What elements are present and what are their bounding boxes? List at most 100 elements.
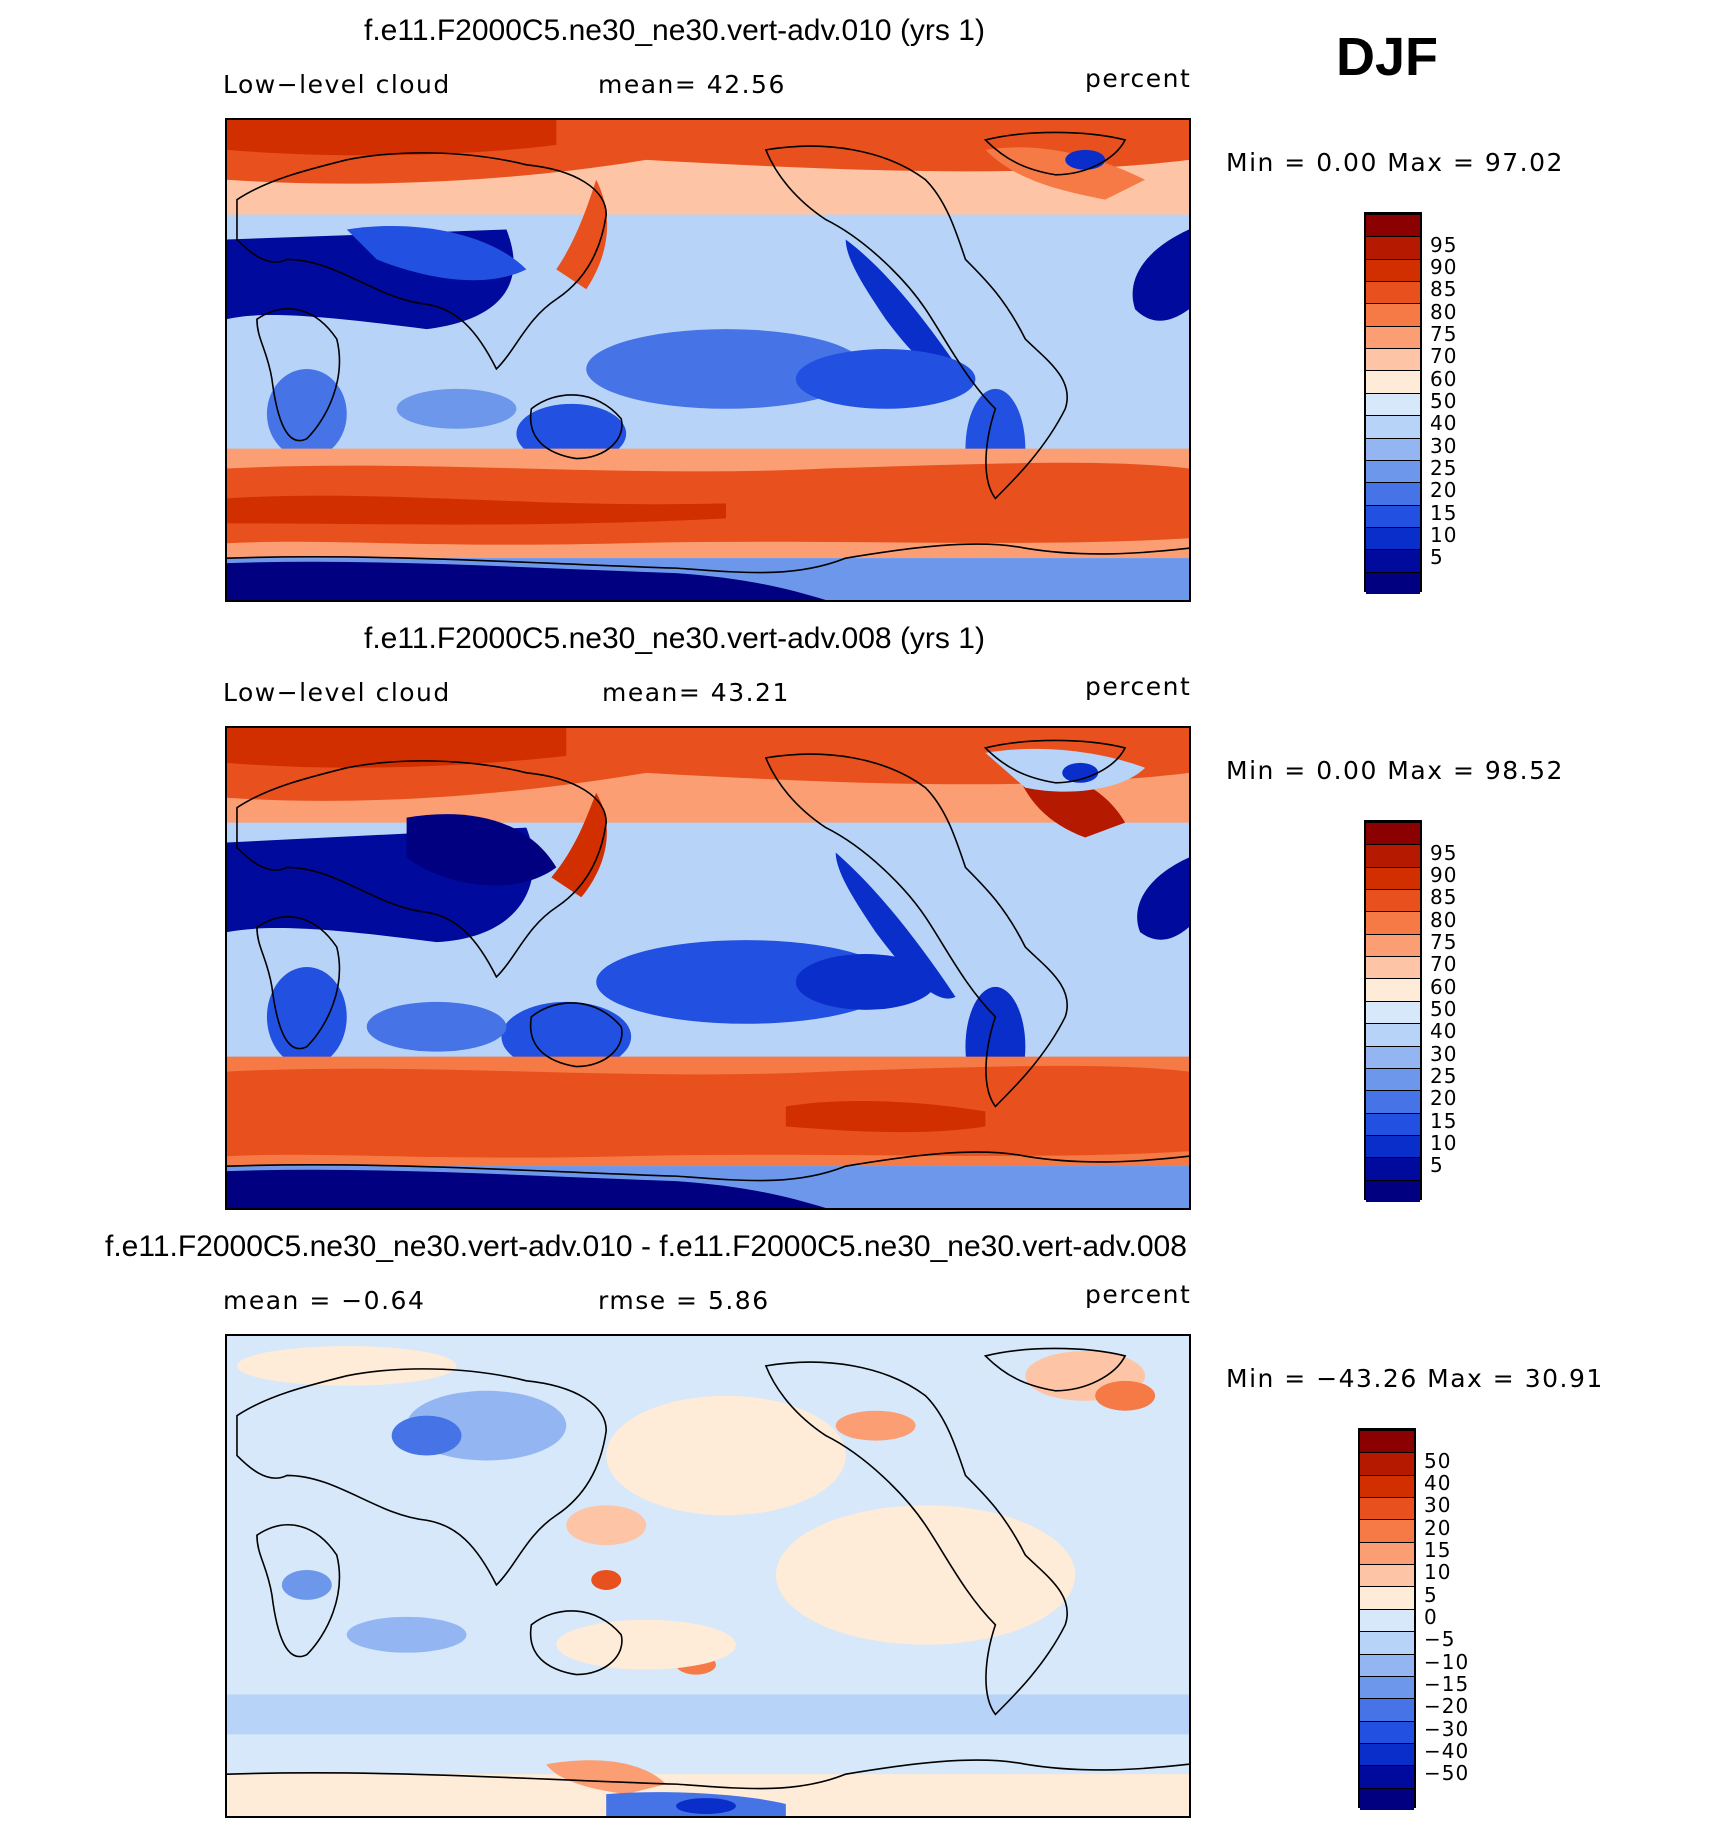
colorbar-tick-label: 5 xyxy=(1430,545,1444,570)
colorbar-swatch xyxy=(1360,1631,1414,1654)
colorbar-tick-label: 10 xyxy=(1430,1131,1458,1156)
colorbar-swatch xyxy=(1366,866,1420,890)
panel3-colorbar xyxy=(1358,1428,1416,1810)
colorbar-swatch xyxy=(1360,1541,1414,1565)
colorbar-swatch xyxy=(1366,392,1420,416)
colorbar-tick-label: −30 xyxy=(1424,1716,1470,1741)
colorbar-tick-label: 80 xyxy=(1430,299,1458,324)
colorbar-swatch xyxy=(1366,549,1420,572)
colorbar-swatch xyxy=(1360,1675,1414,1699)
colorbar-swatch xyxy=(1366,526,1420,550)
colorbar-tick-label: 40 xyxy=(1430,411,1458,436)
colorbar-tick-label: 50 xyxy=(1430,997,1458,1021)
panel1-minmax: Min = 0.00 Max = 97.02 xyxy=(1226,148,1564,177)
colorbar-tick-label: −20 xyxy=(1424,1694,1470,1719)
panel2-title: f.e11.F2000C5.ne30_ne30.vert-adv.008 (yr… xyxy=(364,622,985,655)
colorbar-swatch xyxy=(1360,1742,1414,1766)
colorbar-tick-label: 60 xyxy=(1430,366,1458,391)
colorbar-swatch xyxy=(1360,1519,1414,1542)
colorbar-swatch xyxy=(1366,956,1420,979)
colorbar-swatch xyxy=(1360,1787,1414,1810)
colorbar-swatch xyxy=(1366,571,1420,594)
colorbar-tick-label: −50 xyxy=(1424,1761,1470,1786)
colorbar-swatch xyxy=(1360,1564,1414,1587)
colorbar-tick-label: 30 xyxy=(1424,1493,1452,1518)
panel3-map xyxy=(225,1334,1191,1818)
colorbar-tick-label: 15 xyxy=(1424,1537,1452,1562)
colorbar-swatch xyxy=(1360,1698,1414,1721)
colorbar-swatch xyxy=(1360,1765,1414,1788)
colorbar-swatch xyxy=(1366,911,1420,934)
colorbar-swatch xyxy=(1366,348,1420,371)
colorbar-tick-label: 25 xyxy=(1430,1064,1458,1089)
colorbar-swatch xyxy=(1366,844,1420,867)
panel1-map-field xyxy=(227,120,1189,600)
colorbar-tick-label: 70 xyxy=(1430,344,1458,369)
panel2-colorbar xyxy=(1364,820,1422,1202)
panel1-mean-label: mean= 42.56 xyxy=(598,70,786,99)
colorbar-tick-label: −40 xyxy=(1424,1739,1470,1764)
colorbar-tick-label: −10 xyxy=(1424,1649,1470,1674)
colorbar-tick-label: 95 xyxy=(1430,232,1458,257)
panel3-mean-label: mean = −0.64 xyxy=(223,1286,426,1315)
colorbar-swatch xyxy=(1366,1112,1420,1135)
colorbar-swatch xyxy=(1360,1430,1414,1453)
colorbar-tick-label: 50 xyxy=(1430,389,1458,413)
panel3-minmax: Min = −43.26 Max = 30.91 xyxy=(1226,1364,1604,1393)
colorbar-swatch xyxy=(1366,978,1420,1001)
colorbar-swatch xyxy=(1366,822,1420,845)
colorbar-swatch xyxy=(1360,1452,1414,1475)
colorbar-swatch xyxy=(1366,1067,1420,1091)
colorbar-swatch xyxy=(1366,1000,1420,1024)
colorbar-swatch xyxy=(1366,415,1420,438)
colorbar-swatch xyxy=(1366,258,1420,282)
colorbar-swatch xyxy=(1366,281,1420,304)
panel1-map xyxy=(225,118,1191,602)
colorbar-tick-label: 95 xyxy=(1430,840,1458,865)
colorbar-tick-label: −5 xyxy=(1424,1627,1456,1652)
panel3-map-field xyxy=(227,1336,1189,1816)
colorbar-tick-label: 20 xyxy=(1430,1086,1458,1111)
colorbar-tick-label: 85 xyxy=(1430,885,1458,910)
panel1-units-label: percent xyxy=(1085,64,1192,93)
panel3-title: f.e11.F2000C5.ne30_ne30.vert-adv.010 - f… xyxy=(105,1230,1187,1263)
panel1-colorbar xyxy=(1364,212,1422,594)
colorbar-tick-label: 10 xyxy=(1430,523,1458,548)
colorbar-swatch xyxy=(1366,889,1420,912)
colorbar-tick-label: 40 xyxy=(1424,1470,1452,1495)
season-label: DJF xyxy=(1336,27,1439,87)
colorbar-swatch xyxy=(1366,1045,1420,1068)
colorbar-tick-label: 15 xyxy=(1430,1108,1458,1133)
colorbar-swatch xyxy=(1366,1023,1420,1046)
colorbar-tick-label: 15 xyxy=(1430,500,1458,525)
colorbar-tick-label: 30 xyxy=(1430,433,1458,458)
colorbar-swatch xyxy=(1366,214,1420,237)
colorbar-tick-label: 75 xyxy=(1430,321,1458,346)
panel2-mean-label: mean= 43.21 xyxy=(602,678,790,707)
colorbar-tick-label: 90 xyxy=(1430,862,1458,887)
colorbar-tick-label: 60 xyxy=(1430,974,1458,999)
colorbar-tick-label: 25 xyxy=(1430,456,1458,481)
colorbar-swatch xyxy=(1366,1157,1420,1180)
colorbar-swatch xyxy=(1360,1720,1414,1743)
colorbar-swatch xyxy=(1360,1653,1414,1676)
panel1-variable-label: Low−level cloud xyxy=(223,70,451,99)
colorbar-swatch xyxy=(1366,1179,1420,1202)
colorbar-swatch xyxy=(1360,1497,1414,1520)
panel3-units-label: percent xyxy=(1085,1280,1192,1309)
colorbar-swatch xyxy=(1366,1134,1420,1158)
colorbar-swatch xyxy=(1360,1608,1414,1632)
colorbar-tick-label: 20 xyxy=(1430,478,1458,503)
colorbar-tick-label: 10 xyxy=(1424,1560,1452,1585)
panel1-title: f.e11.F2000C5.ne30_ne30.vert-adv.010 (yr… xyxy=(364,14,985,47)
colorbar-swatch xyxy=(1366,303,1420,326)
colorbar-tick-label: 5 xyxy=(1430,1153,1444,1178)
panel2-map xyxy=(225,726,1191,1210)
colorbar-swatch xyxy=(1366,437,1420,460)
colorbar-swatch xyxy=(1360,1586,1414,1609)
colorbar-tick-label: 0 xyxy=(1424,1605,1438,1629)
panel3-rmse-label: rmse = 5.86 xyxy=(598,1286,770,1315)
colorbar-tick-label: 85 xyxy=(1430,277,1458,302)
colorbar-swatch xyxy=(1366,933,1420,957)
colorbar-swatch xyxy=(1366,1090,1420,1113)
